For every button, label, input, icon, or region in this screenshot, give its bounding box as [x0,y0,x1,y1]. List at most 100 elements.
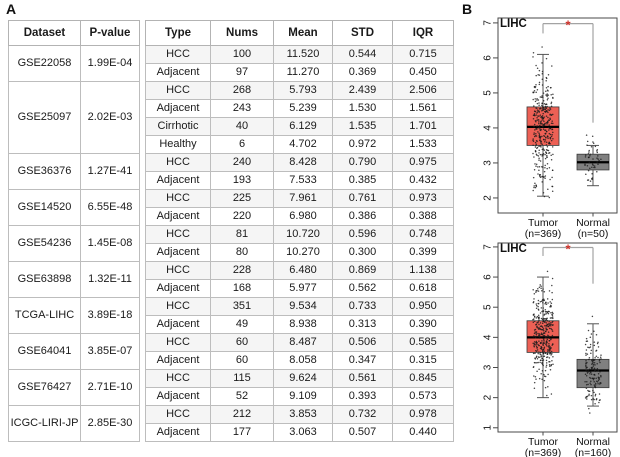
iqr-cell: 0.973 [392,189,454,208]
type-cell: Adjacent [145,423,211,442]
std-cell: 0.561 [332,369,393,388]
panel-a-label: A [6,1,17,17]
mean-cell: 9.109 [273,387,333,406]
x-axis-sublabel: (n=369) [525,228,561,240]
type-cell: Adjacent [145,99,211,118]
iqr-cell: 0.585 [392,333,454,352]
y-tick-label: 1 [483,425,494,431]
table-row: Cirrhotic 40 6.129 1.535 1.701 [9,117,454,136]
std-cell: 0.562 [332,279,393,298]
table-row: Adjacent 80 10.270 0.300 0.399 [9,243,454,262]
table-row: TCGA-LIHC 3.89E-18 HCC 351 9.534 0.733 0.950 [8,297,454,334]
x-axis-sublabel: (n=160) [575,447,611,457]
col-header-pvalue: P-value [80,20,140,46]
significance-asterisk: * [565,18,571,33]
iqr-cell: 0.978 [392,405,454,424]
mean-cell: 10.720 [273,225,333,244]
type-cell: HCC [145,261,211,280]
nums-cell: 177 [210,423,274,442]
type-cell: HCC [145,297,211,316]
data-points [532,270,554,397]
table-row: Adjacent 168 5.977 0.562 0.618 [9,279,454,298]
y-tick-label: 7 [483,20,494,26]
table-row: GSE63898 1.32E-11 HCC 228 6.480 0.869 1.138 [8,261,454,298]
iqr-cell: 0.618 [392,279,454,298]
iqr-cell: 0.715 [392,45,454,64]
mean-cell: 7.961 [273,189,333,208]
type-cell: HCC [145,225,211,244]
dataset-cell: GSE14520 [8,189,81,226]
table-row: ICGC-LIRI-JP 2.85E-30 HCC 212 3.853 0.732 0.97… [8,405,454,442]
pvalue-cell: 1.45E-08 [80,225,140,262]
std-cell: 0.732 [332,405,393,424]
mean-cell: 8.487 [273,333,333,352]
y-tick-label: 3 [483,160,494,166]
std-cell: 0.733 [332,297,393,316]
y-tick-label: 2 [483,394,494,400]
box-normal [576,358,610,389]
table-row: Adjacent 193 7.533 0.385 0.432 [9,171,454,190]
mean-cell: 4.702 [273,135,333,154]
table-row: GSE36376 1.27E-41 HCC 240 8.428 0.790 0.975 [8,153,454,190]
std-cell: 0.386 [332,207,393,226]
mean-cell: 8.058 [273,351,333,370]
plot-frame [497,17,618,214]
y-tick-label: 4 [483,125,494,131]
type-cell: Adjacent [145,207,211,226]
iqr-cell: 0.315 [392,351,454,370]
mean-cell: 6.480 [273,261,333,280]
mean-cell: 5.793 [273,81,333,100]
nums-cell: 351 [210,297,274,316]
iqr-cell: 0.440 [392,423,454,442]
nums-cell: 225 [210,189,274,208]
mean-cell: 8.428 [273,153,333,172]
nums-cell: 168 [210,279,274,298]
iqr-cell: 0.399 [392,243,454,262]
nums-cell: 6 [210,135,274,154]
pvalue-cell: 3.85E-07 [80,333,140,370]
iqr-cell: 1.533 [392,135,454,154]
std-cell: 0.385 [332,171,393,190]
iqr-cell: 0.845 [392,369,454,388]
iqr-cell: 1.138 [392,261,454,280]
std-cell: 1.535 [332,117,393,136]
std-cell: 0.347 [332,351,393,370]
dataset-cell: GSE76427 [8,369,81,406]
plot-title: LIHC [500,18,527,30]
expression-table: Dataset P-value Type Nums Mean STD IQR GSE22058… [8,20,454,442]
table-row: GSE25097 2.02E-03 HCC 268 5.793 2.439 2.506 [8,81,454,154]
nums-cell: 228 [210,261,274,280]
mean-cell: 9.624 [273,369,333,388]
pvalue-cell: 2.71E-10 [80,369,140,406]
table-row: Adjacent 177 3.063 0.507 0.440 [9,423,454,442]
dataset-cell: GSE64041 [8,333,81,370]
iqr-cell: 2.506 [392,81,454,100]
iqr-cell: 1.561 [392,99,454,118]
boxplot-1: 2 3 4 5 6 7 * Tumor(n=369) Normal(n=50) LIHC [483,17,618,240]
iqr-cell: 0.975 [392,153,454,172]
std-cell: 2.439 [332,81,393,100]
nums-cell: 220 [210,207,274,226]
std-cell: 0.544 [332,45,393,64]
nums-cell: 81 [210,225,274,244]
nums-cell: 80 [210,243,274,262]
x-axis-label: Normal [576,217,610,229]
col-header-type: Type [145,20,211,46]
std-cell: 0.393 [332,387,393,406]
std-cell: 0.761 [332,189,393,208]
type-cell: Adjacent [145,243,211,262]
iqr-cell: 0.573 [392,387,454,406]
std-cell: 0.369 [332,63,393,82]
pvalue-cell: 2.02E-03 [80,81,140,154]
panel-b-label: B [462,1,473,17]
table-row: GSE76427 2.71E-10 HCC 115 9.624 0.561 0.845 [8,369,454,406]
type-cell: Adjacent [145,351,211,370]
pvalue-cell: 6.55E-48 [80,189,140,226]
plot-title: LIHC [500,243,527,255]
table-row: Healthy 6 4.702 0.972 1.533 [9,135,454,154]
x-axis-label: Normal [576,436,610,448]
col-header-iqr: IQR [392,20,454,46]
significance-asterisk: * [565,242,571,257]
